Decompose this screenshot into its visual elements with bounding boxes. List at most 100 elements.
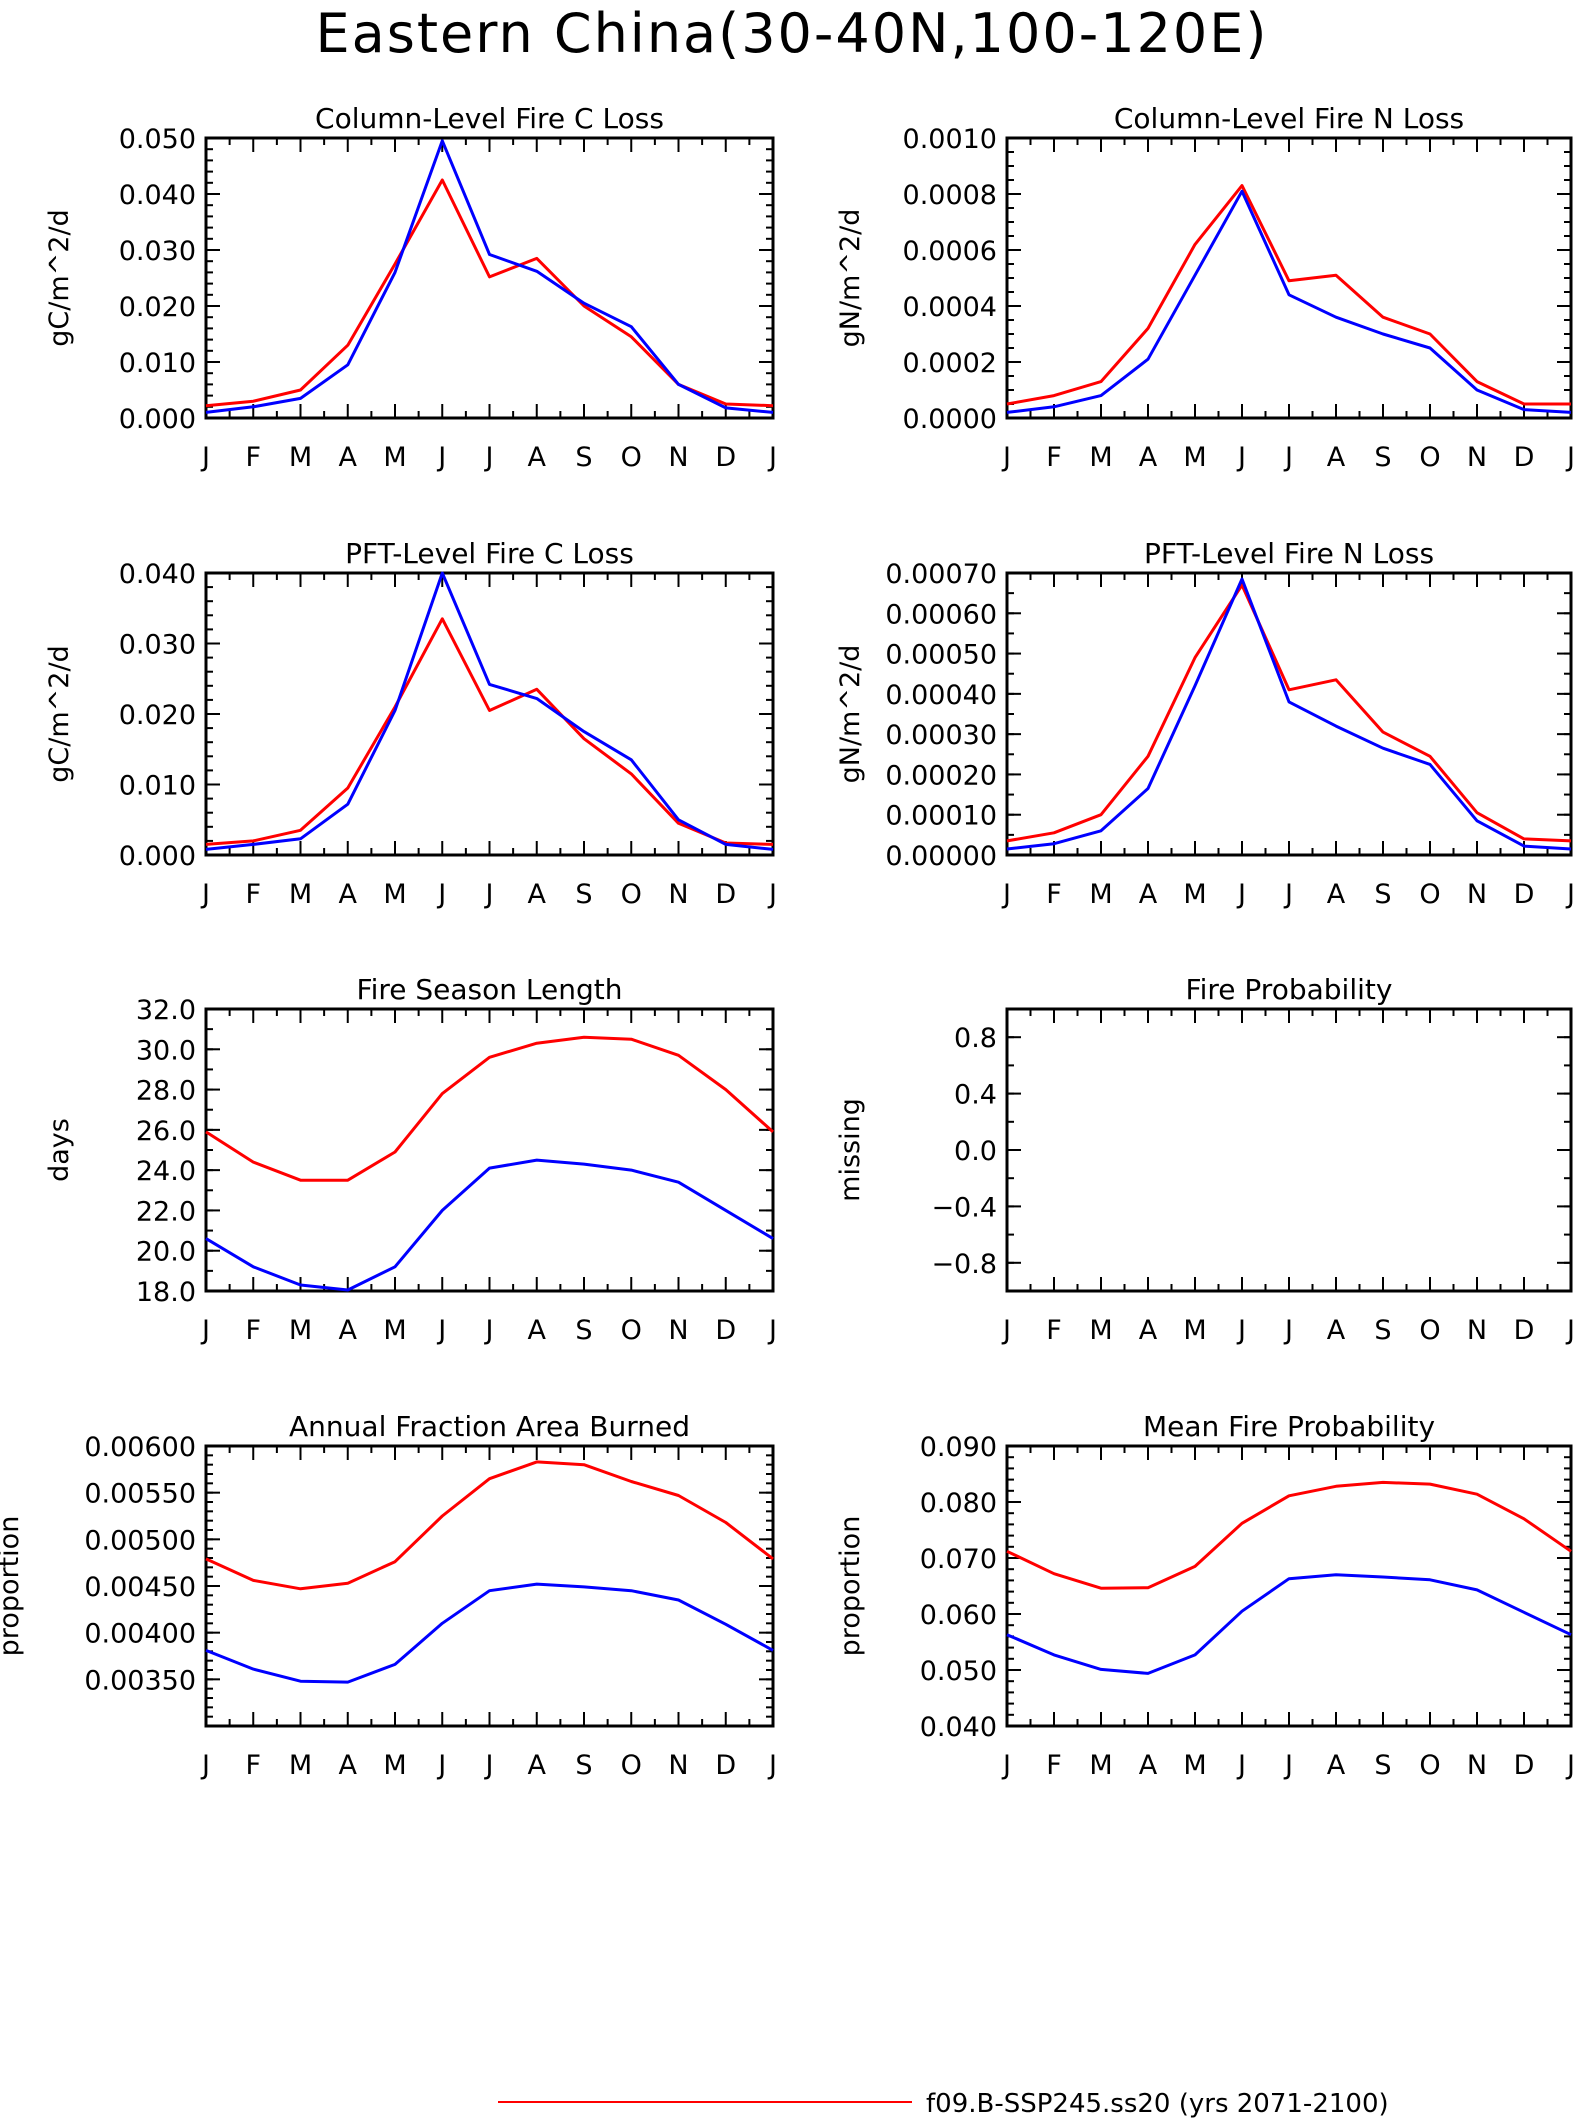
y-tick-label: 0.00350 [84,1665,196,1696]
chart-title: Mean Fire Probability [1143,1410,1435,1443]
y-tick-label: 0.030 [119,630,196,661]
x-tick-label: J [1236,879,1246,910]
y-axis-label: gC/m^2/d [44,209,75,346]
x-tick-label: J [1565,442,1575,473]
y-tick-label: 0.00070 [885,559,997,590]
x-tick-label: O [1419,879,1440,910]
x-tick-label: J [1001,442,1011,473]
x-tick-label: M [1183,1315,1206,1346]
y-tick-label: 32.0 [136,995,196,1026]
x-tick-label: S [575,1315,592,1346]
y-tick-label: 0.00000 [885,841,997,872]
x-tick-label: S [1374,442,1391,473]
plot-frame [204,571,775,857]
x-tick-label: F [1046,879,1062,910]
y-tick-label: 28.0 [136,1076,196,1107]
y-tick-label: 0.0 [954,1136,997,1167]
x-tick-label: M [383,1750,406,1781]
y-tick-label: 0.000 [119,404,196,435]
x-tick-label: A [528,1750,547,1781]
x-tick-label: J [1565,1750,1575,1781]
series-line-red [1006,583,1572,843]
x-tick-label: O [621,1750,642,1781]
x-tick-label: J [484,1315,494,1346]
x-tick-label: M [289,1315,312,1346]
x-tick-label: M [1089,442,1112,473]
x-tick-label: F [1046,1315,1062,1346]
y-tick-label: 0.8 [954,1023,997,1054]
x-tick-label: J [200,442,210,473]
y-tick-label: 0.010 [119,771,196,802]
plot-frame [204,1007,775,1293]
x-tick-label: O [621,1315,642,1346]
x-tick-label: J [1283,1750,1293,1781]
x-tick-label: O [621,879,642,910]
page-title: Eastern China(30-40N,100-120E) [316,2,1269,65]
series-line-blue [1006,189,1572,414]
x-tick-label: J [767,1750,777,1781]
x-tick-label: O [621,442,642,473]
y-tick-label: 0.0006 [903,236,997,267]
y-tick-label: 0.00030 [885,720,997,751]
x-tick-label: O [1419,442,1440,473]
series-line-blue [1006,577,1572,851]
y-axis-label: proportion [0,1516,25,1657]
x-tick-label: O [1419,1750,1440,1781]
y-tick-label: 0.00010 [885,801,997,832]
plot-frame [1005,1007,1573,1293]
y-tick-label: 0.090 [920,1432,997,1463]
y-tick-label: 0.020 [119,292,196,323]
series-line-blue [205,1582,774,1684]
plot-frame [1005,571,1573,857]
x-tick-label: J [436,879,446,910]
x-tick-label: N [668,1315,688,1346]
x-tick-label: J [200,1315,210,1346]
series-line-blue [1006,1573,1572,1675]
y-tick-label: 0.060 [920,1600,997,1631]
y-tick-label: 30.0 [136,1035,196,1066]
x-tick-label: F [245,442,261,473]
x-tick-label: J [1565,879,1575,910]
x-tick-label: J [767,442,777,473]
x-tick-label: M [1183,1750,1206,1781]
x-tick-label: M [289,1750,312,1781]
x-tick-label: J [484,1750,494,1781]
x-tick-label: F [1046,442,1062,473]
series-line-blue [205,571,774,851]
x-tick-label: J [436,442,446,473]
y-tick-label: 0.050 [119,124,196,155]
x-tick-label: A [1327,879,1346,910]
chart-panel-1: J F M A M J J A S O N D J0.0000.0100.0200.0300.0400.… [44,102,777,473]
series-line-blue [205,139,774,414]
x-tick-label: D [1514,1750,1535,1781]
x-tick-label: J [1001,1750,1011,1781]
chart-title: Column-Level Fire C Loss [315,102,664,135]
x-tick-label: S [1374,1315,1391,1346]
x-tick-label: A [1139,1315,1158,1346]
x-tick-label: J [1236,1315,1246,1346]
x-tick-label: J [1283,1315,1293,1346]
x-tick-label: S [575,1750,592,1781]
x-tick-label: F [245,1750,261,1781]
y-tick-label: −0.4 [931,1192,997,1223]
x-tick-label: J [200,879,210,910]
x-tick-label: J [436,1315,446,1346]
y-tick-label: 0.00040 [885,680,997,711]
y-tick-label: 0.00060 [885,599,997,630]
x-tick-label: A [1139,442,1158,473]
chart-panel-5: J F M A M J J A S O N D J18.020.022.024.026.028.030.… [44,973,777,1346]
x-tick-label: O [1419,1315,1440,1346]
x-tick-label: A [1327,1750,1346,1781]
legend-label: f09.B-SSP245.ss20 (yrs 2071-2100) [926,2089,1389,2119]
x-tick-label: D [1514,1315,1535,1346]
x-tick-label: S [575,442,592,473]
y-axis-label: days [44,1118,75,1182]
y-tick-label: 26.0 [136,1116,196,1147]
series-line-blue [205,1158,774,1292]
x-tick-label: D [1514,442,1535,473]
y-tick-label: 0.040 [920,1712,997,1743]
series-line-red [1006,1480,1572,1590]
y-tick-label: 22.0 [136,1196,196,1227]
y-tick-label: 0.0008 [903,180,997,211]
x-tick-label: A [528,442,547,473]
